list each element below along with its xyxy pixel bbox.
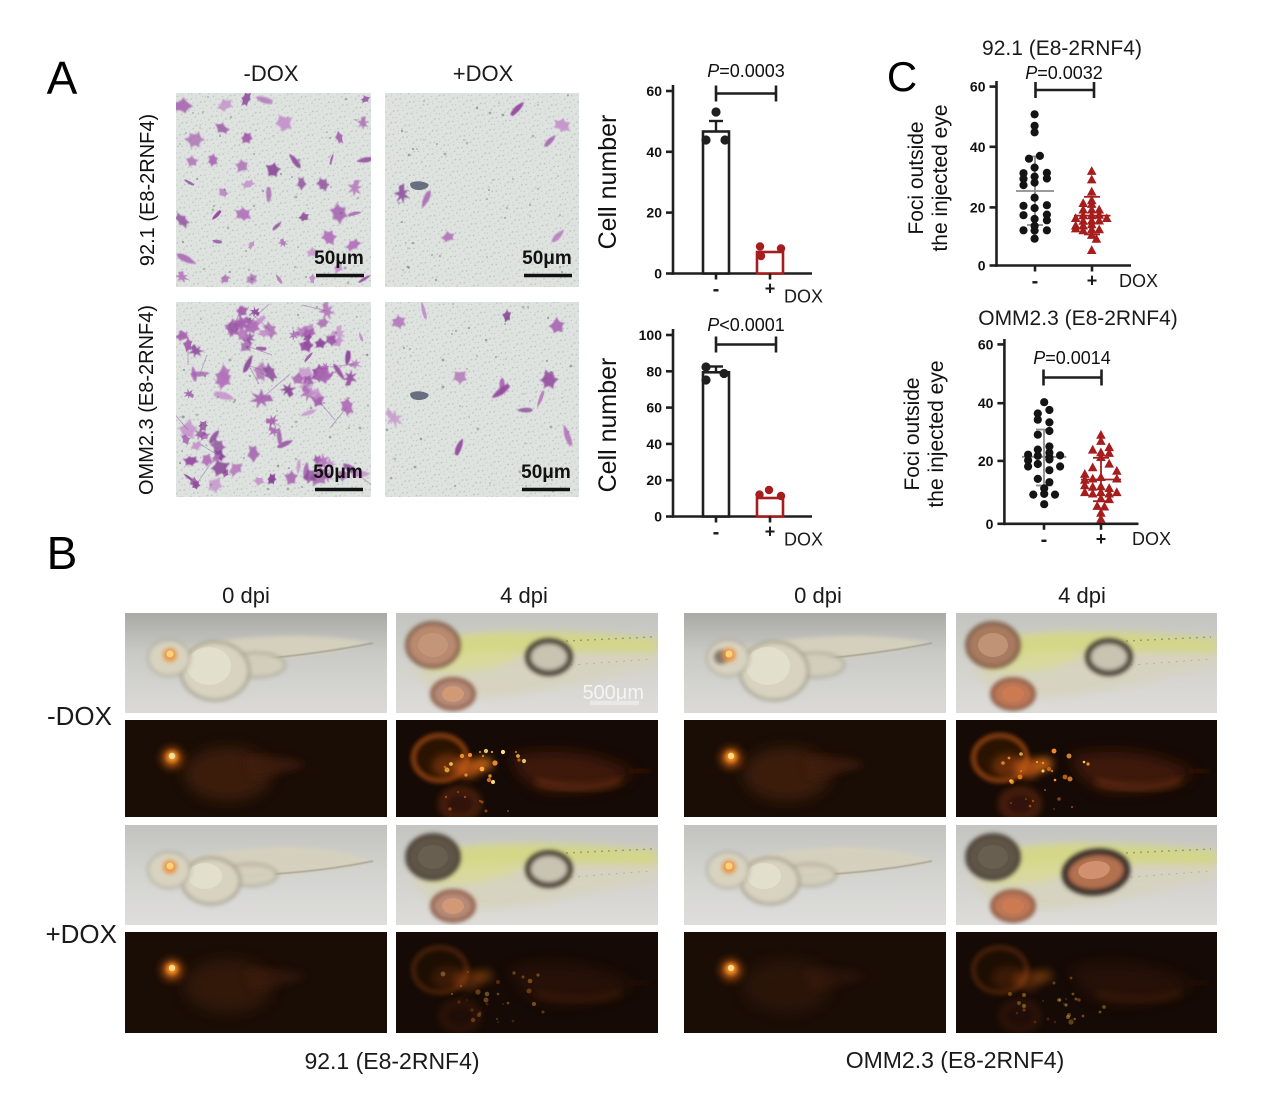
svg-text:20: 20 [646,472,662,488]
svg-text:P<0.0001: P<0.0001 [707,315,785,335]
svg-text:20: 20 [978,453,994,469]
svg-text:+: + [765,279,776,299]
svg-text:P=0.0032: P=0.0032 [1025,63,1103,83]
svg-text:+DOX: +DOX [45,919,117,949]
svg-text:A: A [47,52,78,104]
svg-text:OMM2.3 (E8-2RNF4): OMM2.3 (E8-2RNF4) [136,305,158,495]
svg-text:0: 0 [654,509,662,525]
svg-text:+: + [1087,271,1098,291]
svg-text:40: 40 [970,139,986,155]
svg-text:40: 40 [646,436,662,452]
svg-text:0 dpi: 0 dpi [794,583,842,608]
svg-text:DOX: DOX [1119,271,1158,291]
svg-text:500μm: 500μm [582,682,644,704]
svg-text:DOX: DOX [1132,529,1171,549]
svg-text:-: - [1032,271,1039,293]
svg-text:50μm: 50μm [522,248,572,269]
svg-text:92.1 (E8-2RNF4): 92.1 (E8-2RNF4) [137,114,159,266]
svg-text:+DOX: +DOX [453,61,514,86]
svg-text:DOX: DOX [784,530,823,550]
svg-text:80: 80 [646,363,662,379]
svg-text:Foci outsidethe injected eye: Foci outsidethe injected eye [901,360,948,507]
svg-text:+: + [1096,529,1107,549]
svg-text:C: C [887,53,917,100]
svg-text:Foci outsidethe injected eye: Foci outsidethe injected eye [905,104,952,251]
svg-text:40: 40 [978,395,994,411]
svg-text:60: 60 [646,83,662,99]
svg-text:DOX: DOX [784,287,823,307]
svg-text:P=0.0003: P=0.0003 [707,61,785,81]
svg-text:20: 20 [646,205,662,221]
svg-text:50μm: 50μm [313,462,363,483]
svg-text:0: 0 [978,258,986,274]
svg-text:20: 20 [970,199,986,215]
svg-text:+: + [765,522,776,542]
svg-text:92.1 (E8-2RNF4): 92.1 (E8-2RNF4) [304,1048,479,1074]
svg-text:60: 60 [978,336,994,352]
svg-text:Cell number: Cell number [594,115,622,250]
svg-text:P=0.0014: P=0.0014 [1033,348,1111,368]
svg-text:0: 0 [986,516,994,532]
svg-text:-: - [713,279,720,301]
svg-text:60: 60 [646,400,662,416]
svg-text:OMM2.3 (E8-2RNF4): OMM2.3 (E8-2RNF4) [846,1047,1065,1073]
svg-text:4 dpi: 4 dpi [1058,583,1106,608]
svg-text:50μm: 50μm [521,462,571,483]
svg-text:OMM2.3 (E8-2RNF4): OMM2.3 (E8-2RNF4) [978,307,1178,330]
svg-text:50μm: 50μm [314,248,364,269]
svg-text:60: 60 [970,79,986,95]
svg-text:-DOX: -DOX [244,61,299,86]
svg-text:Cell number: Cell number [594,358,622,493]
svg-text:-: - [713,522,720,544]
svg-text:4 dpi: 4 dpi [500,583,548,608]
svg-text:-: - [1041,529,1048,551]
svg-text:92.1 (E8-2RNF4): 92.1 (E8-2RNF4) [982,37,1142,60]
svg-text:B: B [47,527,78,579]
svg-text:40: 40 [646,144,662,160]
svg-text:0 dpi: 0 dpi [222,583,270,608]
svg-text:100: 100 [639,327,663,343]
svg-text:-DOX: -DOX [47,701,112,731]
svg-text:0: 0 [654,266,662,282]
